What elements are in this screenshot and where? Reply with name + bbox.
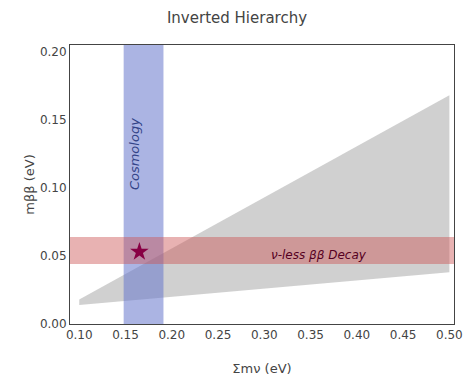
svg-text:0.15: 0.15 — [112, 328, 139, 342]
svg-text:Inverted Hierarchy: Inverted Hierarchy — [167, 9, 307, 27]
svg-text:0.35: 0.35 — [297, 328, 324, 342]
svg-text:0.45: 0.45 — [390, 328, 417, 342]
svg-text:0.10: 0.10 — [66, 328, 93, 342]
svg-text:0.20: 0.20 — [158, 328, 185, 342]
svg-text:mββ (eV): mββ (eV) — [22, 154, 37, 214]
svg-text:0.20: 0.20 — [40, 45, 67, 59]
svg-text:0.00: 0.00 — [40, 317, 67, 331]
svg-text:0.30: 0.30 — [251, 328, 278, 342]
svg-text:0.50: 0.50 — [436, 328, 463, 342]
svg-text:0.05: 0.05 — [40, 249, 67, 263]
svg-text:ν-less ββ Decay: ν-less ββ Decay — [271, 248, 367, 262]
svg-text:Σmν (eV): Σmν (eV) — [232, 361, 291, 376]
svg-text:Cosmology: Cosmology — [127, 118, 142, 190]
svg-text:0.10: 0.10 — [40, 181, 67, 195]
svg-text:0.15: 0.15 — [40, 113, 67, 127]
svg-text:0.25: 0.25 — [205, 328, 232, 342]
svg-text:0.40: 0.40 — [343, 328, 370, 342]
